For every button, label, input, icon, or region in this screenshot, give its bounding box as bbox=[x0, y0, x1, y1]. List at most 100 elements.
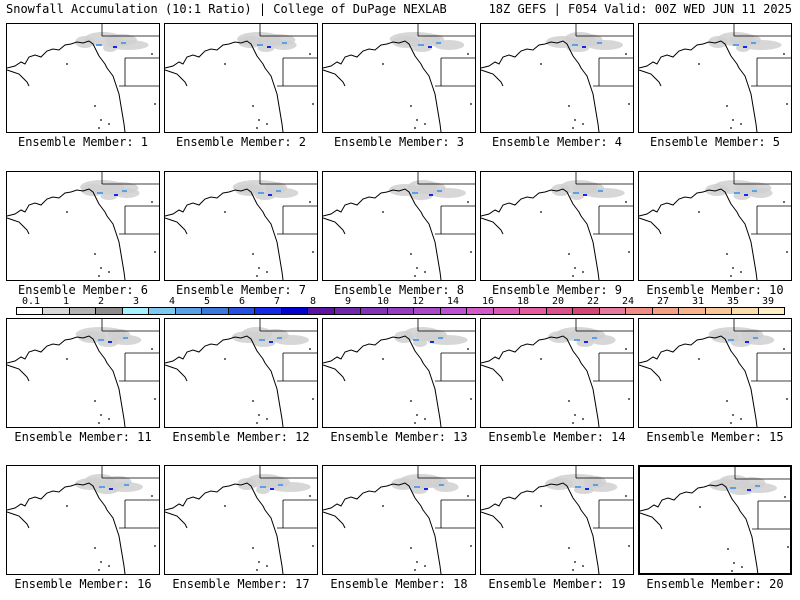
island bbox=[699, 506, 701, 508]
coastline bbox=[481, 188, 600, 280]
colorbar-swatch bbox=[757, 307, 785, 315]
political-boundary bbox=[417, 172, 475, 235]
coastline bbox=[7, 217, 30, 235]
island bbox=[66, 505, 68, 507]
colorbar-tick-label: 4 bbox=[168, 296, 176, 307]
island bbox=[154, 545, 156, 547]
snow-area-light bbox=[583, 188, 625, 198]
island bbox=[568, 547, 570, 549]
ensemble-member-label: Ensemble Member: 12 bbox=[172, 430, 310, 444]
coastline bbox=[165, 335, 284, 427]
island bbox=[100, 267, 102, 269]
snow-area-heavy bbox=[418, 44, 424, 46]
island bbox=[410, 105, 412, 107]
island bbox=[467, 53, 469, 55]
colorbar-swatch bbox=[201, 307, 229, 315]
coastline bbox=[481, 40, 600, 132]
snow-area-heavy bbox=[747, 489, 751, 491]
island bbox=[98, 275, 100, 277]
snow-area-heavy bbox=[114, 194, 118, 196]
colorbar-swatch bbox=[360, 307, 388, 315]
island bbox=[309, 495, 311, 497]
colorbar-swatch bbox=[254, 307, 282, 315]
island bbox=[416, 561, 418, 563]
island bbox=[568, 253, 570, 255]
colorbar-tick-label: 35 bbox=[726, 296, 740, 307]
island bbox=[732, 119, 734, 121]
map-svg bbox=[640, 467, 790, 573]
island bbox=[470, 398, 472, 400]
map-panel bbox=[164, 318, 318, 428]
snow-area-heavy bbox=[123, 337, 128, 339]
snow-area-heavy bbox=[424, 488, 428, 490]
island bbox=[733, 562, 735, 564]
coastline bbox=[165, 40, 284, 132]
colorbar-swatch bbox=[598, 307, 627, 315]
map-panel bbox=[164, 465, 318, 575]
island bbox=[625, 348, 627, 350]
coastline bbox=[481, 364, 504, 382]
ensemble-member-label: Ensemble Member: 15 bbox=[646, 430, 784, 444]
colorbar-tick-label: 16 bbox=[481, 296, 495, 307]
island bbox=[467, 348, 469, 350]
colorbar-tick-label: 39 bbox=[761, 296, 775, 307]
island bbox=[224, 358, 226, 360]
map-svg bbox=[7, 172, 159, 280]
ensemble-member-label: Ensemble Member: 20 bbox=[646, 577, 784, 591]
map-panel bbox=[164, 171, 318, 281]
map-panel bbox=[480, 465, 634, 575]
island bbox=[740, 123, 742, 125]
colorbar-tick-label: 10 bbox=[376, 296, 390, 307]
snow-area-heavy bbox=[259, 339, 265, 341]
island bbox=[628, 545, 630, 547]
snow-area-heavy bbox=[109, 488, 113, 490]
ensemble-member-label: Ensemble Member: 5 bbox=[649, 135, 781, 149]
snow-area-heavy bbox=[753, 337, 758, 339]
political-boundary bbox=[101, 466, 159, 529]
coastline bbox=[7, 188, 126, 280]
island bbox=[787, 546, 789, 548]
island bbox=[224, 211, 226, 213]
island bbox=[726, 400, 728, 402]
political-boundary bbox=[575, 24, 633, 87]
island bbox=[625, 201, 627, 203]
coastline bbox=[7, 335, 126, 427]
island bbox=[258, 561, 260, 563]
snow-area-heavy bbox=[267, 46, 271, 48]
ensemble-member-label: Ensemble Member: 8 bbox=[333, 283, 465, 297]
island bbox=[100, 119, 102, 121]
island bbox=[582, 271, 584, 273]
snow-area-heavy bbox=[430, 341, 434, 343]
map-panel bbox=[6, 465, 160, 575]
snow-area-heavy bbox=[429, 194, 433, 196]
island bbox=[726, 253, 728, 255]
snow-area-heavy bbox=[439, 484, 444, 486]
snow-area-heavy bbox=[276, 190, 281, 192]
colorbar-swatch bbox=[68, 307, 97, 315]
island bbox=[108, 565, 110, 567]
colorbar-swatch bbox=[678, 307, 706, 315]
island bbox=[151, 495, 153, 497]
political-boundary bbox=[101, 172, 159, 235]
colorbar-swatch bbox=[148, 307, 176, 315]
map-svg bbox=[165, 319, 317, 427]
island bbox=[698, 63, 700, 65]
coastline bbox=[7, 482, 126, 574]
island bbox=[540, 63, 542, 65]
ensemble-member-label: Ensemble Member: 14 bbox=[488, 430, 626, 444]
snow-area-heavy bbox=[755, 485, 760, 487]
island bbox=[416, 414, 418, 416]
island bbox=[730, 127, 732, 129]
island bbox=[582, 418, 584, 420]
map-svg bbox=[481, 466, 633, 574]
colorbar-swatch bbox=[439, 307, 468, 315]
colorbar bbox=[16, 307, 785, 317]
colorbar-swatch bbox=[731, 307, 759, 315]
snow-area-heavy bbox=[124, 484, 129, 486]
political-boundary bbox=[417, 466, 475, 529]
island bbox=[414, 127, 416, 129]
island bbox=[784, 496, 786, 498]
colorbar-swatch bbox=[572, 307, 600, 315]
coastline bbox=[323, 511, 346, 529]
snow-area-heavy bbox=[752, 190, 757, 192]
